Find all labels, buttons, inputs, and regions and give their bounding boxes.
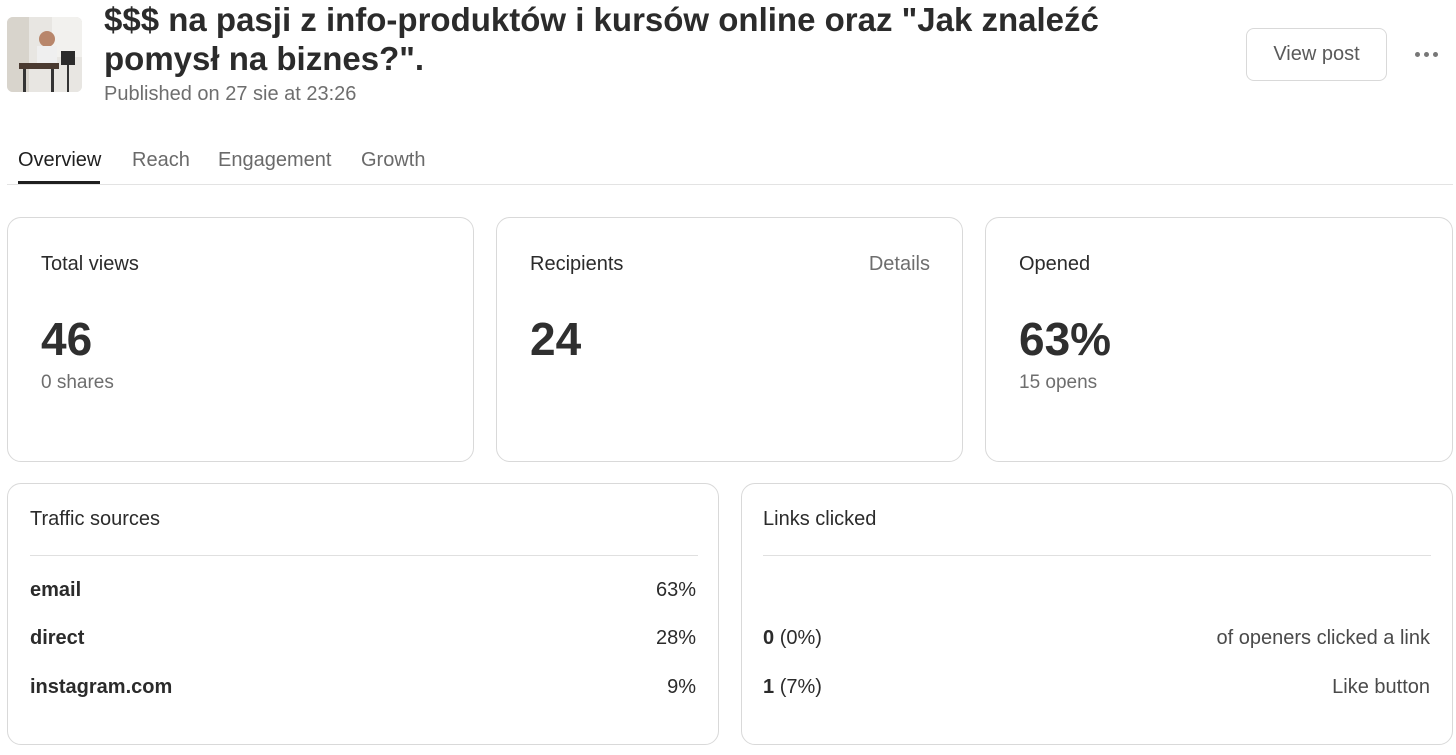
link-click-count: 1 (7%) — [763, 676, 822, 699]
opens-count: 15 opens — [1019, 372, 1098, 393]
recipients-card: Recipients Details 24 — [496, 217, 963, 462]
tab-growth[interactable]: Growth — [361, 149, 426, 171]
link-click-percent: (0%) — [779, 627, 822, 649]
post-thumbnail-image — [7, 17, 82, 92]
traffic-divider — [30, 555, 698, 556]
dot-icon — [1423, 51, 1429, 57]
more-options-icon[interactable] — [1410, 40, 1442, 68]
tab-bar: Overview Reach Engagement Growth — [7, 140, 1453, 185]
traffic-source-label: direct — [30, 627, 85, 649]
traffic-source-percent: 28% — [655, 627, 696, 649]
dot-icon — [1414, 51, 1420, 57]
links-clicked-title: Links clicked — [763, 508, 877, 530]
tab-overview[interactable]: Overview — [18, 149, 102, 171]
links-clicked-card: Links clicked 0 (0%) of openers clicked … — [741, 483, 1453, 745]
total-views-card: Total views 46 0 shares — [7, 217, 474, 462]
opened-card: Opened 63% 15 opens — [985, 217, 1453, 462]
recipients-value: 24 — [530, 313, 582, 365]
recipients-label: Recipients — [530, 253, 624, 275]
tab-reach[interactable]: Reach — [132, 149, 190, 171]
links-divider — [763, 555, 1431, 556]
total-views-value: 46 — [41, 313, 93, 365]
link-click-description: Like button — [1332, 676, 1430, 698]
traffic-source-label: instagram.com — [30, 676, 173, 698]
total-views-label: Total views — [41, 253, 139, 275]
link-click-percent: (7%) — [779, 676, 822, 698]
tab-engagement[interactable]: Engagement — [218, 149, 332, 171]
link-click-count: 0 (0%) — [763, 627, 822, 650]
post-thumbnail — [7, 17, 82, 92]
post-title: $$$ na pasji z info-produktów i kursów o… — [104, 1, 1099, 77]
shares-count: 0 shares — [41, 372, 114, 393]
traffic-sources-title: Traffic sources — [30, 508, 161, 530]
active-tab-indicator — [18, 181, 100, 184]
recipients-details-link[interactable]: Details — [868, 253, 930, 275]
link-click-description: of openers clicked a link — [1216, 627, 1430, 649]
view-post-button[interactable]: View post — [1246, 28, 1387, 81]
published-date: Published on 27 sie at 23:26 — [104, 83, 357, 105]
opened-value: 63% — [1019, 313, 1112, 365]
link-click-number: 0 — [763, 627, 775, 649]
traffic-sources-card: Traffic sources email 63% direct 28% ins… — [7, 483, 719, 745]
dot-icon — [1432, 51, 1438, 57]
opened-label: Opened — [1019, 253, 1091, 275]
traffic-source-percent: 63% — [655, 579, 696, 601]
traffic-source-percent: 9% — [667, 676, 696, 698]
link-click-number: 1 — [763, 676, 775, 698]
traffic-source-label: email — [30, 579, 82, 601]
